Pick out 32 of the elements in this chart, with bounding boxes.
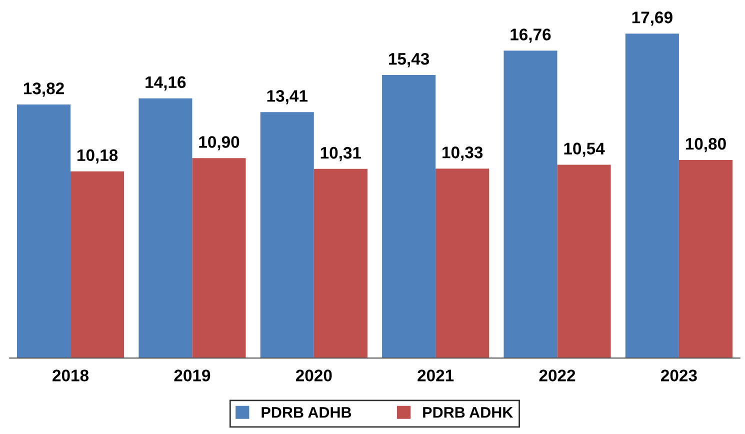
x-tick-label: 2020 [296,370,332,382]
bar [382,75,436,358]
bar [314,168,368,358]
bar [504,50,558,358]
legend-label: PDRB ADHK [423,407,514,418]
x-tick-label: 2021 [418,370,454,382]
bar [625,34,679,358]
legend-label: PDRB ADHB [262,407,352,418]
bar [557,164,611,358]
bar [260,112,314,358]
x-tick-label: 2023 [660,370,697,382]
data-label: 10,80 [686,138,726,152]
bar [138,98,192,358]
data-label: 13,82 [24,82,64,97]
bar [16,104,71,358]
data-label: 10,90 [199,136,240,150]
bar [678,160,732,358]
bar [436,168,490,358]
bar [192,158,246,358]
data-label: 10,54 [564,142,605,157]
data-label: 17,69 [632,12,672,26]
data-label: 10,33 [442,146,483,161]
x-tick-label: 2022 [539,370,576,382]
bar [70,171,124,358]
data-label: 14,16 [146,76,186,90]
x-tick-label: 2019 [174,370,210,382]
data-label: 10,18 [77,149,118,164]
data-label: 10,31 [320,146,362,162]
data-label: 15,43 [389,52,430,68]
data-label: 16,76 [510,28,551,43]
data-label: 13,41 [267,90,308,104]
x-tick-label: 2018 [52,370,89,382]
